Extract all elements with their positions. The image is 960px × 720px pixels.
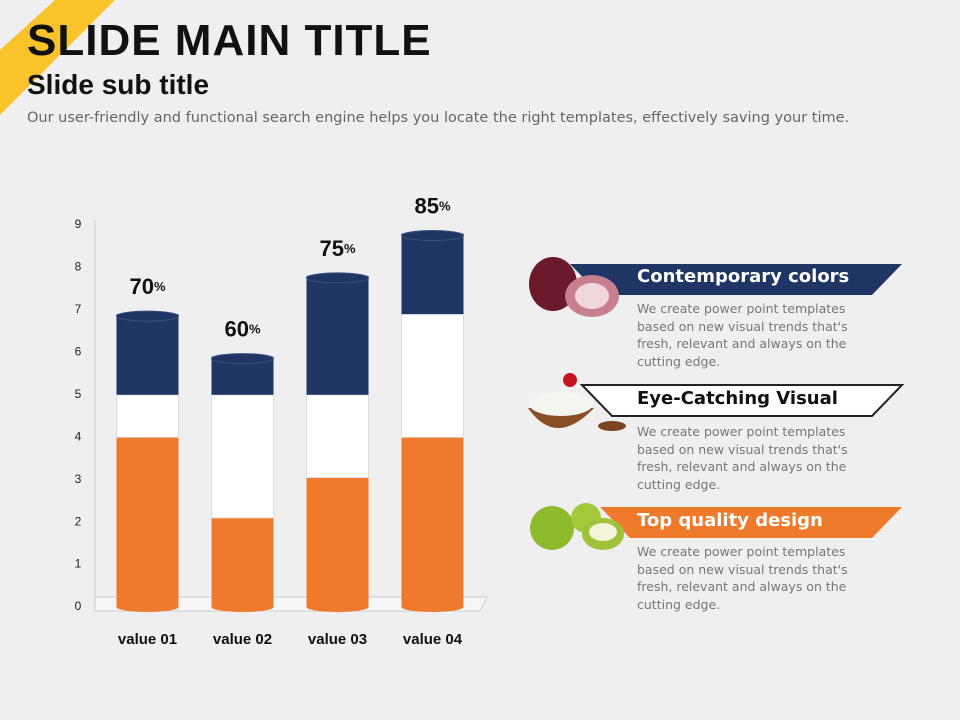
x-tick-label: value 03 [308,631,367,648]
bar-segment [116,437,179,607]
y-tick-label: 1 [75,557,82,571]
bar-segment [211,517,274,607]
feature-text: We create power point templates based on… [637,301,848,369]
bar-label: 60% [224,316,260,341]
bar-segment [306,275,369,395]
banner-orange [600,507,902,538]
slide-subtitle: Slide sub title [27,69,210,100]
onion-icon [529,257,619,317]
y-tick-label: 3 [75,472,82,486]
slide-description: Our user-friendly and functional search … [27,110,850,126]
y-tick-label: 9 [75,217,82,231]
bar-label-unit: % [344,241,356,256]
feature-title: Eye-Catching Visual [637,388,838,409]
bar-segment [306,477,369,607]
cheese-bowl-icon [528,373,626,431]
bar-foot [306,602,369,612]
y-tick-label: 4 [75,429,82,443]
y-tick-label: 6 [75,345,82,359]
apple-icon [530,503,624,550]
bar-segment [116,394,179,438]
feature-text: We create power point templates based on… [637,544,848,612]
y-tick-label: 5 [75,387,82,401]
bar-segment [211,394,274,519]
bar-label-number: 60 [224,316,248,341]
y-tick-label: 8 [75,260,82,274]
bar-segment [306,394,369,479]
bar-foot [211,602,274,612]
bar-label-unit: % [439,199,451,214]
bar-label: 70% [129,274,165,299]
bar-label-unit: % [249,322,261,337]
bar-cap [306,272,369,284]
y-tick-label: 0 [75,599,82,613]
bar-segment [401,313,464,438]
bar-label: 85% [414,193,450,218]
corner-band [0,0,115,115]
bar-cap [211,353,274,365]
chart: 0 1 2 3 4 5 6 7 8 9 70% value 01 60% value 02 75% value… [75,193,488,648]
bar-segment [401,233,464,315]
bar-segment [116,314,179,395]
bar-segment [401,437,464,607]
y-tick-label: 2 [75,514,82,528]
bar-foot [401,602,464,612]
bar-label-number: 85 [414,193,438,218]
y-tick-label: 7 [75,302,82,316]
bar-label-number: 75 [319,236,343,261]
x-tick-label: value 04 [403,631,463,648]
bar-label: 75% [319,236,355,261]
banner-navy [570,264,902,295]
slide-title: SLIDE MAIN TITLE [27,16,432,65]
bar-cap [401,229,464,241]
bar-cap [116,310,179,322]
feature-text: We create power point templates based on… [637,424,848,492]
feature-title: Contemporary colors [637,266,850,287]
x-tick-label: value 02 [213,631,272,648]
bar-label-number: 70 [129,274,153,299]
bar-foot [116,602,179,612]
bar-label-unit: % [154,280,166,295]
feature-title: Top quality design [637,510,823,531]
banner-white [579,384,905,417]
x-tick-label: value 01 [118,631,177,648]
